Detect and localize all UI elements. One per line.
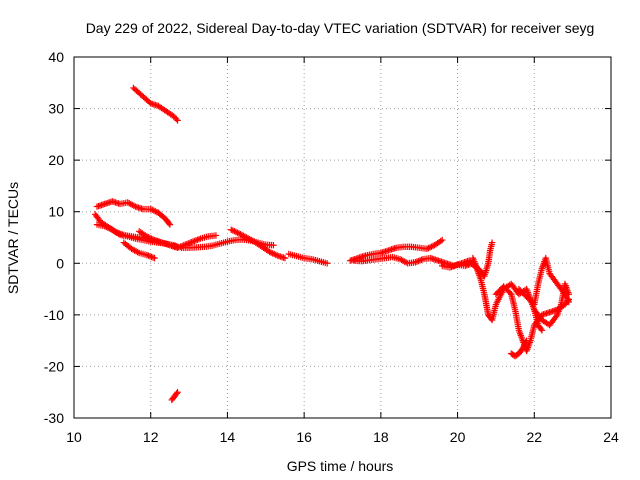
x-tick-label: 14 bbox=[220, 429, 236, 445]
y-axis-title: SDTVAR / TECUs bbox=[5, 182, 21, 294]
grid-lines bbox=[74, 57, 611, 418]
x-axis-title: GPS time / hours bbox=[287, 458, 394, 474]
series-track-s bbox=[531, 280, 573, 329]
data-point-marker bbox=[439, 236, 446, 244]
x-tick-label: 20 bbox=[450, 429, 466, 445]
series-track-k bbox=[285, 250, 331, 267]
y-tick-label: 30 bbox=[48, 101, 64, 117]
data-point-marker bbox=[523, 337, 530, 344]
x-tick-label: 22 bbox=[526, 429, 542, 445]
y-tick-label: 40 bbox=[48, 49, 64, 65]
data-point-marker bbox=[174, 389, 181, 396]
data-point-marker bbox=[506, 289, 514, 297]
data-point-marker bbox=[166, 221, 174, 228]
y-tick-label: -20 bbox=[44, 358, 64, 374]
data-point-marker bbox=[488, 239, 496, 246]
y-tick-label: 10 bbox=[48, 204, 64, 220]
data-point-marker bbox=[565, 291, 573, 298]
data-point-marker bbox=[538, 327, 546, 334]
series-track-a bbox=[93, 198, 174, 228]
plot-frame bbox=[73, 56, 612, 419]
series-track-e bbox=[120, 239, 158, 262]
x-tick-label: 24 bbox=[603, 429, 619, 445]
y-tick-labels: -30 -20 -10 0 10 20 30 40 bbox=[44, 49, 64, 426]
series-track-g bbox=[168, 389, 181, 404]
series-track-j bbox=[228, 226, 289, 262]
x-tick-label: 12 bbox=[143, 429, 159, 445]
data-point-marker bbox=[212, 232, 220, 239]
data-point-marker bbox=[174, 117, 181, 124]
data-point-marker bbox=[270, 242, 277, 249]
x-tick-label: 18 bbox=[373, 429, 389, 445]
y-tick-label: 0 bbox=[56, 255, 64, 271]
data-point-marker bbox=[281, 254, 289, 262]
data-point-marker bbox=[537, 325, 545, 333]
y-tick-label: -30 bbox=[44, 410, 64, 426]
x-tick-labels: 10 12 14 16 18 20 22 24 bbox=[66, 429, 619, 445]
y-tick-label: 20 bbox=[48, 152, 64, 168]
data-point-marker bbox=[151, 254, 158, 262]
series-track-f bbox=[130, 84, 181, 124]
data-point-marker bbox=[173, 390, 180, 397]
x-tick-label: 10 bbox=[66, 429, 82, 445]
chart-title: Day 229 of 2022, Sidereal Day-to-day VTE… bbox=[86, 20, 595, 36]
data-point-marker bbox=[565, 298, 573, 306]
series-track-q bbox=[508, 337, 530, 360]
y-tick-label: -10 bbox=[44, 307, 64, 323]
x-tick-label: 16 bbox=[296, 429, 312, 445]
data-point-marker bbox=[323, 260, 331, 267]
data-point-marker bbox=[165, 220, 173, 227]
data-point-marker bbox=[173, 115, 180, 123]
plot-area bbox=[91, 84, 573, 404]
